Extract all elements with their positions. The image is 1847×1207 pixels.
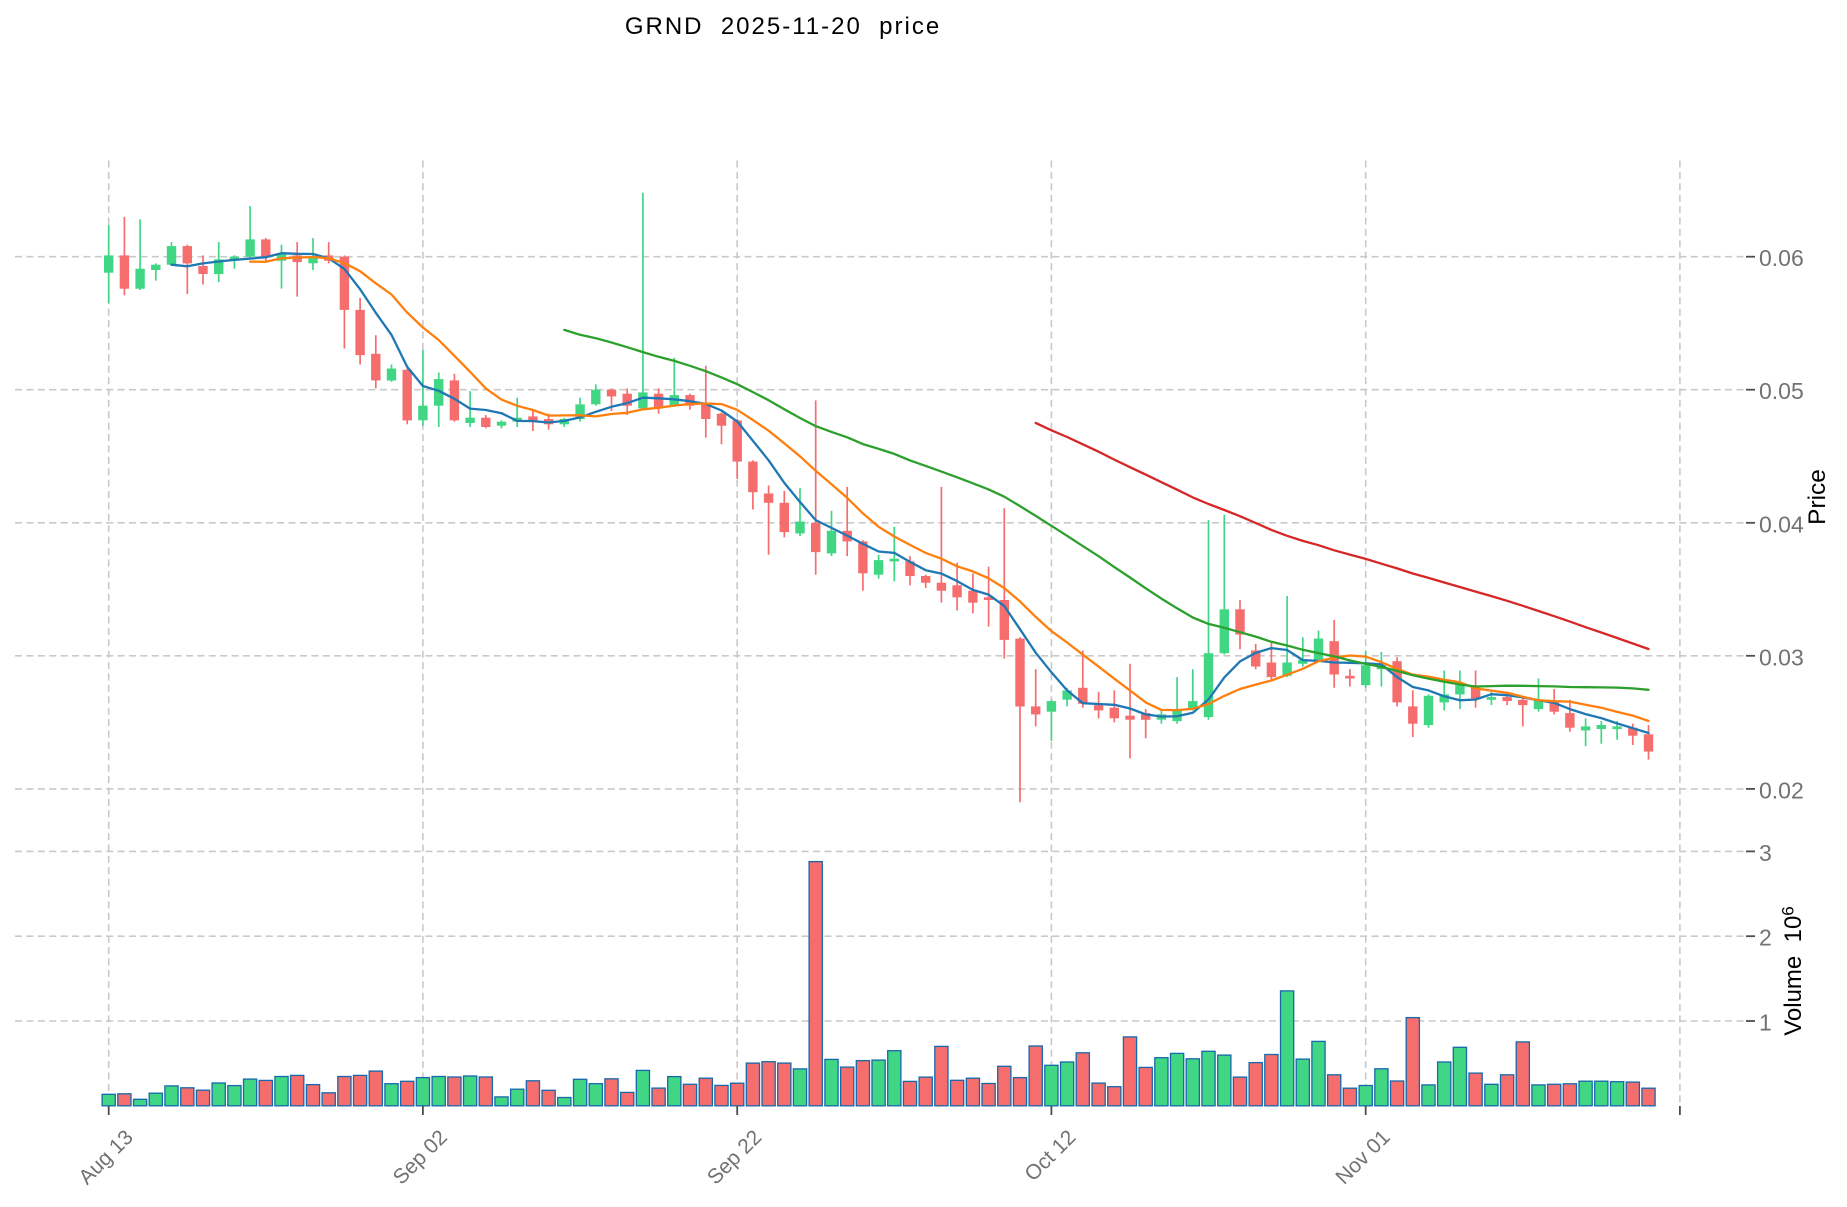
svg-text:2: 2 [1759,925,1772,951]
svg-text:1: 1 [1759,1010,1772,1036]
svg-text:GRND 2025-11-20 price: GRND 2025-11-20 price [625,13,941,40]
svg-text:0.05: 0.05 [1759,378,1804,404]
svg-text:0.06: 0.06 [1759,245,1804,271]
svg-text:Volume 106: Volume 106 [1779,906,1808,1036]
svg-text:0.03: 0.03 [1759,644,1804,670]
svg-text:3: 3 [1759,840,1772,866]
svg-text:0.02: 0.02 [1759,777,1804,803]
svg-text:Price: Price [1804,469,1831,525]
svg-text:0.04: 0.04 [1759,511,1804,537]
